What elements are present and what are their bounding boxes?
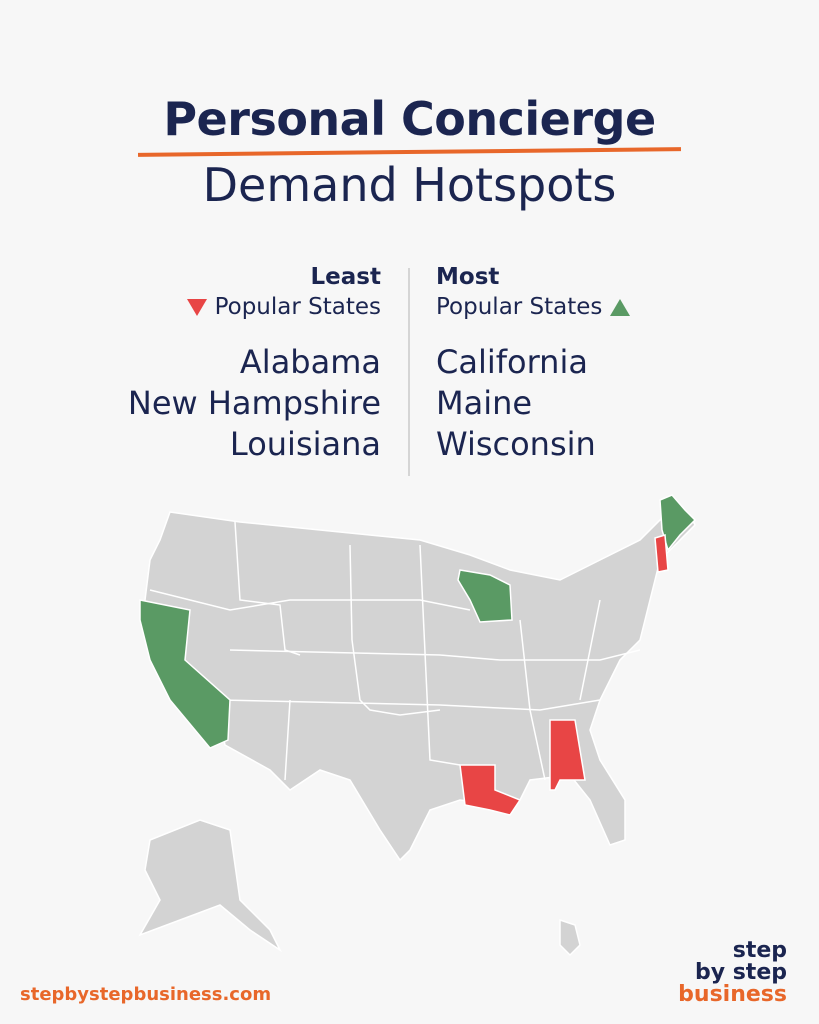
map-state-wisconsin (457, 569, 513, 623)
logo: step by step business (678, 938, 787, 1007)
most-subheading: Popular States (436, 294, 603, 320)
least-state: New Hampshire (127, 384, 381, 422)
divider (408, 268, 410, 476)
map-lower48 (144, 509, 696, 862)
most-popular-column: Most Popular States California Maine Wis… (436, 262, 631, 465)
map-state-new-hampshire (654, 534, 669, 573)
most-heading: Most (436, 264, 500, 290)
map-alaska (138, 819, 282, 953)
title-line2: Demand Hotspots (202, 158, 617, 212)
most-state: California (436, 343, 588, 381)
triangle-down-icon (186, 299, 207, 316)
least-state: Alabama (239, 343, 381, 381)
least-popular-column: Least Popular States Alabama New Hampshi… (128, 262, 381, 465)
most-state: Maine (436, 384, 533, 422)
triangle-up-icon (610, 299, 631, 316)
least-heading: Least (310, 264, 381, 290)
map-hawaii (559, 918, 581, 957)
least-state: Louisiana (229, 425, 381, 463)
map-state-alabama (549, 719, 586, 791)
website-url[interactable]: stepbystepbusiness.com (20, 984, 272, 1005)
map-state-california (139, 599, 231, 749)
map-state-maine (659, 494, 697, 552)
least-subheading: Popular States (214, 294, 381, 320)
most-state: Wisconsin (436, 425, 596, 463)
map-state-louisiana (459, 764, 522, 816)
title-line1: Personal Concierge (163, 92, 656, 146)
